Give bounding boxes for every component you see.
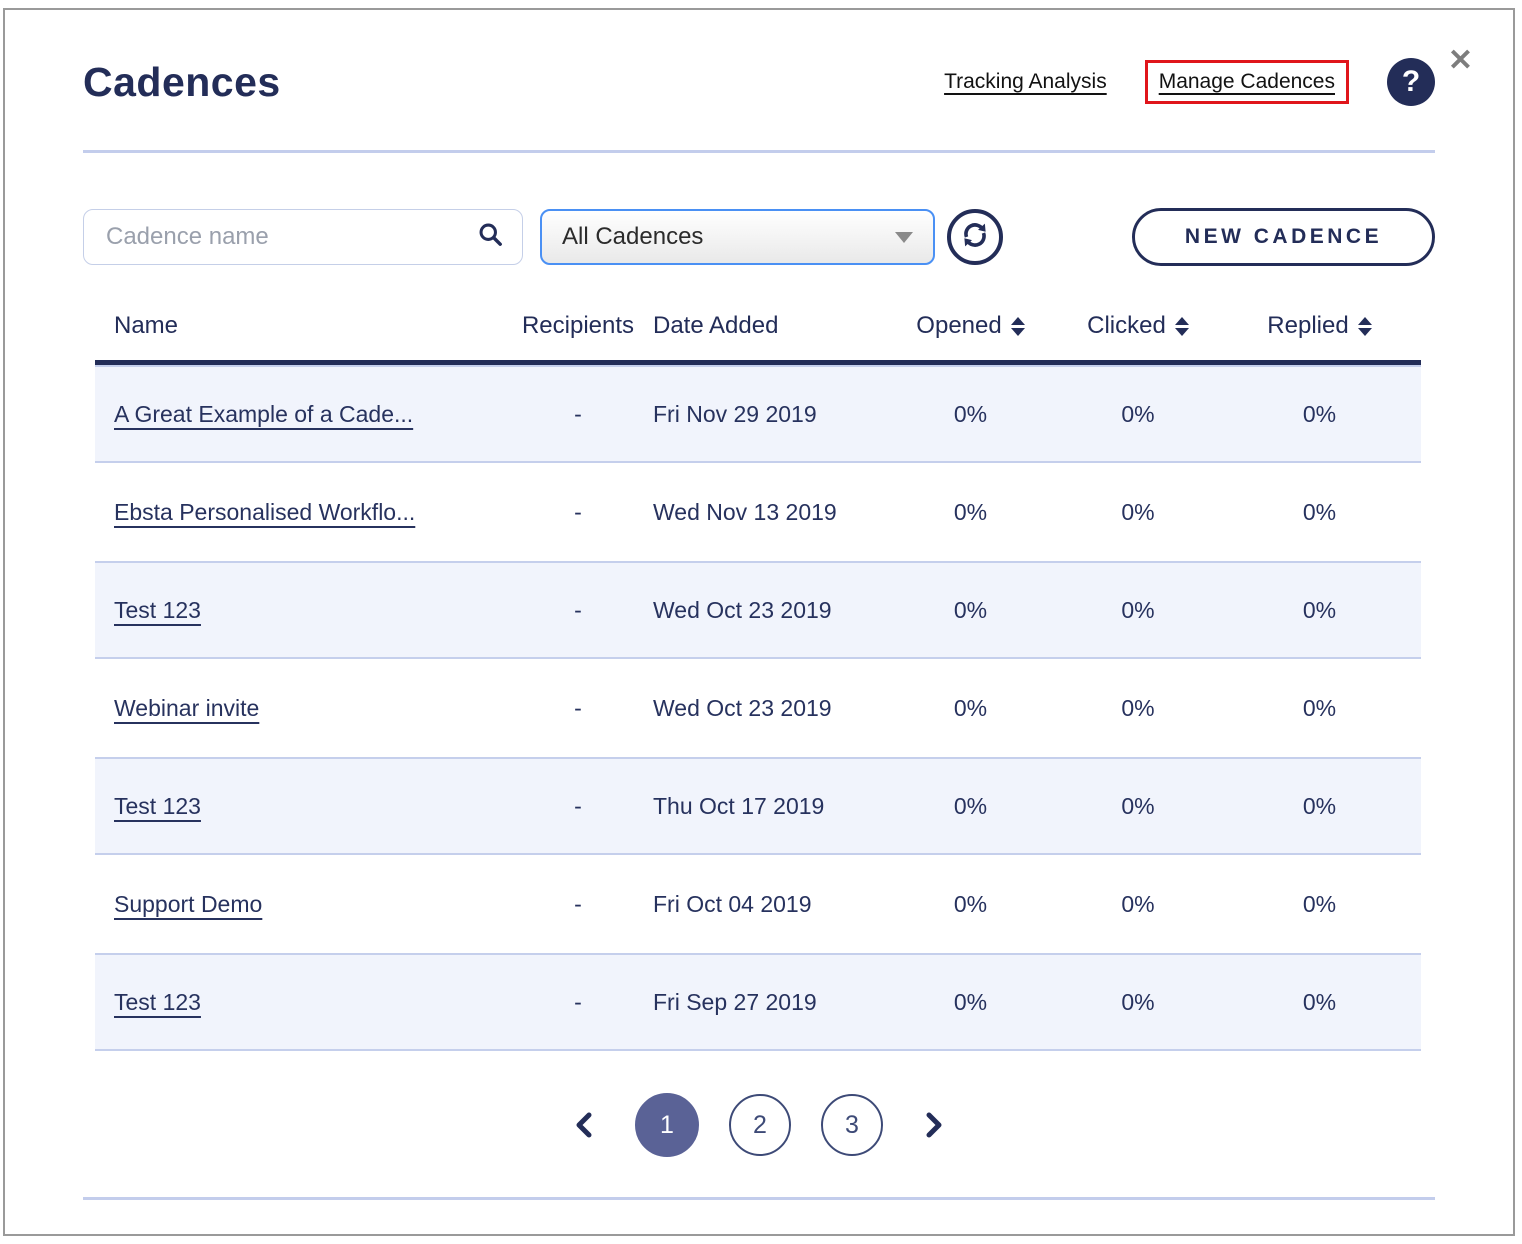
new-cadence-button[interactable]: NEW CADENCE [1132,208,1435,266]
cadence-search[interactable] [83,209,523,265]
recipients-cell: - [574,988,582,1015]
table-body: A Great Example of a Cade... - Fri Nov 2… [95,365,1421,1051]
clicked-cell: 0% [1121,890,1155,917]
date-added-cell: Thu Oct 17 2019 [653,792,825,819]
header-divider [83,150,1435,153]
recipients-cell: - [574,596,582,623]
opened-cell: 0% [953,890,988,917]
date-added-cell: Fri Oct 04 2019 [653,890,812,917]
previous-page-icon[interactable] [573,1110,595,1140]
date-added-cell: Wed Oct 23 2019 [653,694,832,721]
table-header: Name Recipients Date Added Opened Clicke… [95,312,1421,365]
column-header-opened[interactable]: Opened [883,312,1058,340]
replied-cell: 0% [1302,988,1337,1015]
table-row: Test 123 - Thu Oct 17 2019 0% 0% 0% [95,757,1421,855]
clicked-cell: 0% [1121,792,1155,819]
clicked-cell: 0% [1121,988,1155,1015]
table-row: A Great Example of a Cade... - Fri Nov 2… [95,365,1421,463]
help-icon[interactable]: ? [1387,58,1435,106]
page-number-button[interactable]: 2 [729,1094,791,1156]
recipients-cell: - [574,792,582,819]
replied-cell: 0% [1302,400,1337,427]
sort-icon[interactable] [1357,316,1372,336]
cadence-filter-select[interactable]: All Cadences [540,209,935,265]
footer-divider [83,1197,1435,1200]
search-icon [477,221,504,253]
sort-icon[interactable] [1174,316,1189,336]
table-row: Ebsta Personalised Workflo... - Wed Nov … [95,463,1421,561]
column-header-date-added: Date Added [653,312,779,339]
opened-cell: 0% [953,596,988,623]
clicked-cell: 0% [1121,400,1155,427]
clicked-cell: 0% [1121,694,1155,721]
date-added-cell: Fri Sep 27 2019 [653,988,817,1015]
replied-cell: 0% [1302,498,1337,525]
recipients-cell: - [574,694,582,721]
page-number-button[interactable]: 1 [635,1093,699,1157]
refresh-button[interactable] [947,209,1003,265]
cadences-table: Name Recipients Date Added Opened Clicke… [95,312,1421,1051]
opened-cell: 0% [953,792,988,819]
clicked-cell: 0% [1121,498,1155,525]
recipients-cell: - [574,890,582,917]
page-number-button[interactable]: 3 [821,1094,883,1156]
table-row: Webinar invite - Wed Oct 23 2019 0% 0% 0… [95,659,1421,757]
table-row: Test 123 - Fri Sep 27 2019 0% 0% 0% [95,953,1421,1051]
opened-cell: 0% [953,498,988,525]
date-added-cell: Wed Nov 13 2019 [653,498,837,525]
clicked-cell: 0% [1121,596,1155,623]
cadence-name-link[interactable]: Webinar invite [114,694,260,721]
date-added-cell: Fri Nov 29 2019 [653,400,817,427]
chevron-down-icon [895,231,913,243]
cadence-name-link[interactable]: Ebsta Personalised Workflo... [114,498,416,525]
date-added-cell: Wed Oct 23 2019 [653,596,832,623]
filter-selected-value: All Cadences [562,223,704,250]
recipients-cell: - [574,498,582,525]
opened-cell: 0% [953,694,988,721]
cadence-name-link[interactable]: A Great Example of a Cade... [114,400,414,427]
column-label-clicked: Clicked [1087,312,1166,339]
page-title: Cadences [83,58,281,105]
search-input[interactable] [106,223,477,251]
opened-cell: 0% [953,988,988,1015]
cadence-name-link[interactable]: Test 123 [114,596,201,623]
dialog-header: Cadences Tracking Analysis Manage Cadenc… [83,10,1435,106]
cadence-name-link[interactable]: Test 123 [114,792,201,819]
replied-cell: 0% [1302,792,1337,819]
column-label-replied: Replied [1267,312,1349,339]
table-row: Test 123 - Wed Oct 23 2019 0% 0% 0% [95,561,1421,659]
next-page-icon[interactable] [923,1110,945,1140]
column-label-opened: Opened [916,312,1002,339]
column-header-clicked[interactable]: Clicked [1058,312,1218,340]
column-header-recipients: Recipients [521,312,635,339]
refresh-icon [960,220,990,255]
toolbar: All Cadences NEW CADENCE [83,208,1435,266]
column-header-name: Name [114,312,179,339]
replied-cell: 0% [1302,890,1337,917]
recipients-cell: - [574,400,582,427]
cadences-dialog: ✕ Cadences Tracking Analysis Manage Cade… [3,8,1515,1236]
cadence-name-link[interactable]: Support Demo [114,890,263,917]
table-row: Support Demo - Fri Oct 04 2019 0% 0% 0% [95,855,1421,953]
replied-cell: 0% [1302,694,1337,721]
column-header-replied[interactable]: Replied [1218,312,1421,340]
opened-cell: 0% [953,400,988,427]
cadence-name-link[interactable]: Test 123 [114,988,201,1015]
replied-cell: 0% [1302,596,1337,623]
close-icon[interactable]: ✕ [1447,44,1473,77]
sort-icon[interactable] [1010,316,1025,336]
tracking-analysis-link[interactable]: Tracking Analysis [944,70,1107,93]
manage-cadences-link[interactable]: Manage Cadences [1144,60,1349,104]
